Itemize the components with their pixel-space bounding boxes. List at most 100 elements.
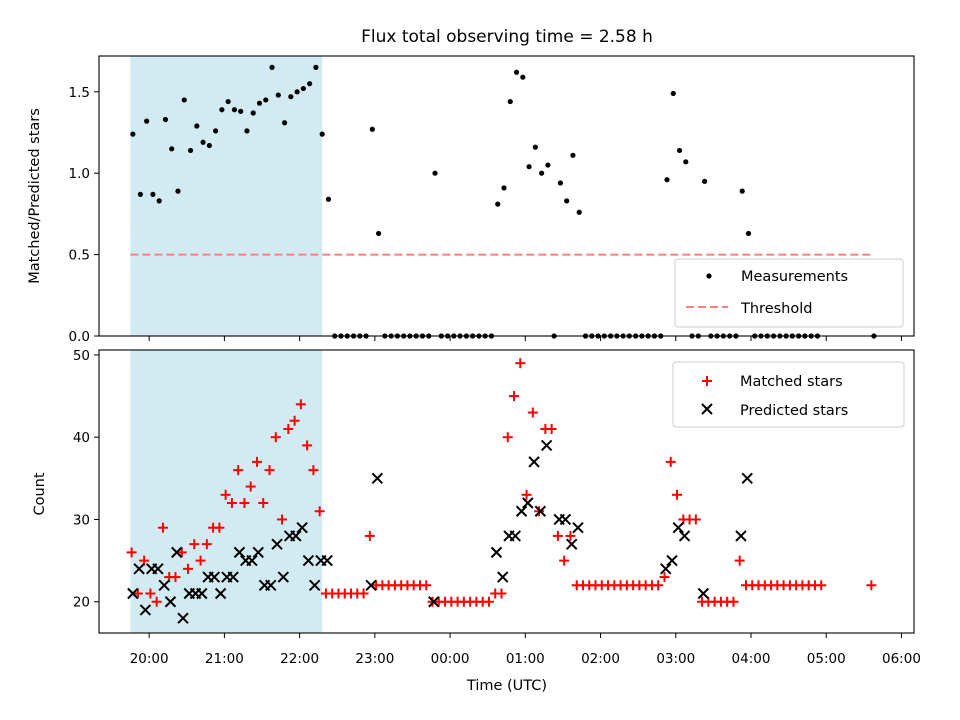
y-tick-label: 0.5 [69, 248, 90, 264]
predicted-star-point [428, 596, 440, 608]
x-tick-label: 23:00 [355, 651, 394, 667]
x-tick-label: 21:00 [205, 651, 244, 667]
matched-star-point [183, 563, 194, 574]
predicted-star-point [559, 513, 572, 526]
measurements-legend-label: Measurements [741, 269, 848, 285]
predicted-star-stroke [672, 521, 684, 534]
ratio-panel: 0.0 0.5 1.0 1.5 Matched/Predicted stars Mea… [27, 55, 915, 345]
y-tick-label: 1.0 [69, 166, 90, 182]
matched-star-point [201, 539, 212, 550]
measurement-point [288, 94, 294, 100]
matched-star-point [659, 572, 670, 583]
ratio-y-axis-label: Matched/Predicted stars [27, 108, 43, 284]
measurement-point [275, 92, 281, 98]
predicted-star-point [697, 587, 710, 600]
measurement-point [144, 118, 150, 124]
y-tick-label: 20 [73, 595, 90, 611]
count-marks [126, 358, 877, 624]
measurement-point [169, 146, 175, 152]
matched-star-point [233, 465, 244, 476]
predicted-star-stroke [321, 554, 333, 567]
measurements-legend-marker [706, 273, 712, 279]
predicted-star-point [678, 530, 691, 542]
matched-star-point [239, 498, 250, 509]
ratio-y-ticks: 0.0 0.5 1.0 1.5 [69, 85, 99, 345]
measurement-point [187, 147, 194, 154]
predicted-star-stroke [277, 571, 290, 583]
measurement-point [683, 159, 689, 165]
predicted-star-point [534, 505, 547, 517]
predicted-star-point [302, 554, 315, 567]
predicted-star-point [152, 563, 164, 575]
matched-star-point [728, 596, 739, 607]
predicted-star-stroke [660, 563, 672, 575]
count-legend: Matched stars Predicted stars [672, 361, 905, 428]
x-tick-label: 05:00 [807, 651, 846, 667]
predicted-star-stroke [246, 554, 258, 567]
matched-star-point [483, 596, 494, 607]
measurement-point [313, 64, 319, 70]
measurement-point [745, 230, 752, 237]
predicted-star-stroke [509, 530, 521, 542]
measurement-point [507, 98, 513, 105]
predicted-star-stroke [490, 546, 503, 559]
measurement-point [670, 90, 676, 97]
predicted-star-point [252, 546, 264, 559]
matched-star-point [176, 547, 187, 558]
matched-star-point [132, 588, 143, 599]
predicted-star-stroke [227, 571, 239, 583]
predicted-star-stroke [152, 563, 164, 575]
observing-window-shade [130, 56, 323, 336]
count-panel: 20 30 40 50 20:00 21:00 22:00 23:00 00:00 01:00 0… [32, 348, 921, 694]
ratio-x-ticks [148, 336, 902, 341]
measurement-point [231, 107, 238, 113]
matched-star-point [258, 498, 269, 509]
predicted-star-stroke [308, 579, 321, 591]
predicted-star-point [666, 554, 678, 567]
matched-star-point [559, 555, 570, 566]
predicted-star-point [509, 530, 521, 542]
count-legend-box [672, 361, 905, 428]
matched-star-point [277, 514, 288, 525]
measurement-point [526, 164, 532, 170]
predicted-star-point [277, 571, 290, 583]
predicted-star-point [371, 472, 384, 485]
measurement-point [175, 188, 181, 194]
matched-star-point [270, 432, 281, 443]
matched-star-point [226, 498, 237, 509]
count-y-axis-label: Count [32, 472, 48, 515]
x-tick-label: 01:00 [506, 651, 545, 667]
measurement-point [269, 64, 275, 70]
predicted-star-stroke [428, 596, 440, 608]
predicted-star-stroke [741, 472, 753, 485]
predicted-star-stroke [296, 521, 308, 534]
measurement-point [513, 69, 520, 75]
matched-star-point [421, 580, 432, 591]
threshold-legend-label: Threshold [740, 301, 812, 317]
predicted-star-stroke [302, 554, 315, 567]
matched-star-point [189, 539, 200, 550]
x-tick-label: 20:00 [130, 651, 169, 667]
matched-star-point [364, 530, 375, 541]
matched-legend-marker [702, 376, 712, 386]
predicted-star-stroke [497, 571, 509, 583]
predicted-star-stroke [265, 579, 277, 591]
matched-star-point [126, 547, 137, 558]
measurement-point [664, 177, 670, 183]
predicted-legend-marker [701, 403, 713, 415]
predicted-star-point [196, 587, 208, 600]
predicted-star-point [497, 571, 509, 583]
matched-star-point [145, 588, 156, 599]
matched-star-point [552, 530, 563, 541]
measurement-point [376, 230, 382, 237]
ratio-legend: Measurements Threshold [674, 258, 904, 328]
measurement-point [702, 178, 708, 184]
predicted-star-stroke [171, 546, 183, 559]
matched-star-point [672, 489, 683, 500]
matched-star-point [866, 580, 877, 591]
predicted-star-point [133, 563, 145, 575]
matched-star-point [302, 440, 313, 451]
measurement-point [369, 126, 375, 132]
measurement-point [501, 185, 507, 191]
predicted-star-point [321, 554, 333, 567]
